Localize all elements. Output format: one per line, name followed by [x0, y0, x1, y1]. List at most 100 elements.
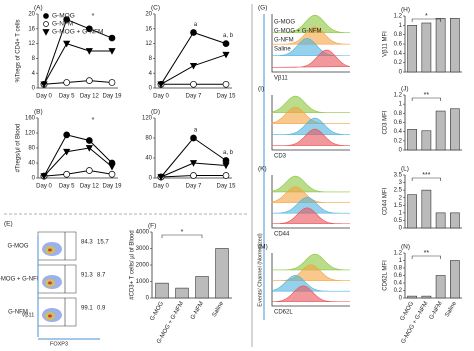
annotation: a, b [223, 33, 234, 39]
row-label: G-MOG + G-NFM [0, 277, 42, 283]
bar [407, 129, 417, 151]
series-line [43, 134, 113, 177]
y-tick-label: 4 [32, 71, 36, 77]
marker [222, 80, 230, 88]
cell-cloud [48, 248, 52, 252]
marker [63, 170, 71, 178]
series-line [43, 42, 112, 85]
panel-label: (B) [34, 109, 43, 116]
x-tick-label: Day 7 [186, 184, 202, 190]
y-tick-label: 0.4 [394, 51, 403, 57]
marker [108, 163, 116, 171]
histogram [271, 117, 351, 135]
y-tick-label: 0 [149, 176, 153, 182]
bar [450, 260, 460, 299]
bar [435, 18, 446, 73]
cell-cloud [48, 281, 52, 285]
y-tick-label: 2.5 [394, 188, 403, 194]
y-tick-label: 1000 [136, 279, 150, 285]
y-tick-label: 20 [145, 12, 152, 18]
gate-value: 0.9 [97, 306, 106, 312]
x-axis-label: CD3 [274, 154, 287, 160]
marker [189, 160, 198, 167]
y-tick-label: 0.6 [394, 273, 403, 279]
bar [450, 212, 460, 229]
x-tick-label: Day 5 [59, 94, 75, 100]
y-tick-label: 1.2 [394, 93, 403, 99]
histogram [271, 264, 351, 281]
x-tick-label: Day 0 [36, 94, 52, 100]
bar [175, 287, 189, 299]
bar [155, 282, 169, 299]
marker [222, 51, 230, 59]
marker [85, 77, 93, 84]
y-tick-label: 0.4 [394, 129, 403, 135]
marker [40, 81, 48, 89]
y-tick-label: 0.4 [394, 281, 403, 287]
bar [450, 18, 460, 73]
y-axis-label: Events/ Channel (Normalized) [257, 233, 263, 307]
marker [63, 131, 71, 139]
y-axis-label: %Tregs of CD4+ T cells [16, 19, 22, 82]
histogram [271, 253, 351, 271]
y-axis-label: Vβ11 [22, 312, 35, 318]
bracket [411, 97, 441, 101]
marker [85, 25, 93, 33]
panel-label: (H) [401, 7, 410, 14]
x-tick-label: Day 15 [216, 94, 236, 100]
marker [222, 40, 230, 47]
series-line [43, 169, 113, 177]
annotation: a [194, 22, 198, 28]
legend-label: G-MOG [274, 20, 295, 26]
y-tick-label: 0.2 [394, 60, 403, 66]
y-tick-label: 0 [399, 296, 403, 302]
y-tick-label: 0.8 [394, 32, 403, 38]
legend-marker [43, 21, 49, 27]
y-tick-label: 120 [142, 116, 153, 122]
bracket [411, 18, 441, 22]
marker [108, 48, 116, 55]
x-tick-label: Day 0 [153, 184, 169, 190]
marker [190, 29, 197, 36]
series-line [43, 80, 113, 85]
y-tick-label: 40 [28, 161, 35, 167]
y-tick-label: 0 [32, 176, 36, 182]
marker [222, 157, 230, 164]
y-tick-label: 0.6 [394, 120, 403, 126]
y-tick-label: 1 [399, 258, 403, 264]
y-axis-label: CD62L MFI [383, 260, 389, 291]
gate-value: 84.3 [81, 240, 93, 246]
panel-label: (A) [34, 5, 43, 12]
panel-label: (N) [401, 244, 410, 251]
bracket [411, 177, 441, 181]
series-line [43, 147, 113, 177]
y-tick-label: 80 [145, 136, 152, 142]
marker [222, 172, 230, 179]
x-tick-label: Day 12 [80, 184, 100, 190]
y-axis-label: #CD3+ T cells/ µl of Blood [130, 230, 136, 299]
annotation: a, b [223, 150, 234, 156]
marker [108, 34, 116, 42]
bar [421, 189, 432, 229]
y-tick-label: 8 [149, 56, 153, 62]
y-tick-label: 0 [146, 296, 150, 302]
panel-label: (J) [401, 86, 409, 93]
y-axis-label: #Tregs/µl of Blood [16, 124, 22, 173]
y-tick-label: 8 [32, 56, 36, 62]
bar [435, 110, 446, 151]
y-tick-label: 0.2 [394, 138, 403, 144]
gate-value: 99.1 [81, 306, 93, 312]
x-tick-label: Day 0 [36, 184, 52, 190]
histogram [271, 207, 351, 225]
y-tick-label: 3000 [136, 246, 150, 252]
legend-label: G-NFM [274, 38, 294, 44]
bar [407, 25, 417, 73]
y-tick-label: 0 [149, 86, 153, 92]
y-tick-label: 1 [399, 102, 403, 108]
annotation: * [92, 13, 95, 20]
legend-marker [42, 29, 50, 36]
annotation: *** [422, 172, 430, 179]
x-tick-label: Day 12 [80, 94, 100, 100]
y-tick-label: 2000 [136, 263, 150, 269]
